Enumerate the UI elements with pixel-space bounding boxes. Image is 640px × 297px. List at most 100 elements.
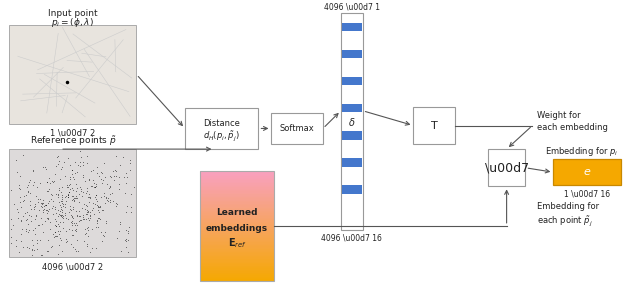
Text: $d_H(p_i, \tilde{p}_j)$: $d_H(p_i, \tilde{p}_j)$ xyxy=(204,129,240,143)
Point xyxy=(42,180,52,185)
Point xyxy=(28,182,38,187)
Bar xyxy=(200,197,275,199)
Point xyxy=(56,199,67,204)
Point xyxy=(102,199,113,204)
Point xyxy=(85,195,95,199)
Point xyxy=(35,238,45,242)
Point xyxy=(98,207,108,212)
Point xyxy=(6,235,17,240)
Bar xyxy=(200,194,275,196)
Point xyxy=(111,154,121,159)
Point xyxy=(81,160,92,165)
Point xyxy=(83,210,93,215)
Bar xyxy=(200,193,275,195)
Point xyxy=(93,205,103,209)
Point xyxy=(88,227,98,231)
Point xyxy=(41,167,51,172)
Bar xyxy=(200,267,275,269)
Bar xyxy=(200,263,275,265)
Point xyxy=(110,167,120,172)
Point xyxy=(56,189,67,194)
Point xyxy=(60,173,70,178)
Bar xyxy=(200,237,275,239)
Point xyxy=(70,170,80,175)
Bar xyxy=(200,227,275,229)
Point xyxy=(75,159,85,164)
Point xyxy=(63,189,74,194)
Point xyxy=(56,213,66,218)
Point xyxy=(92,217,102,222)
Bar xyxy=(342,131,362,140)
Bar xyxy=(10,25,136,124)
Point xyxy=(67,196,77,201)
Point xyxy=(80,231,90,236)
Point xyxy=(28,228,38,233)
Point xyxy=(101,196,111,200)
Point xyxy=(84,250,95,255)
Text: Embedding for $p_i$: Embedding for $p_i$ xyxy=(545,145,619,158)
Point xyxy=(76,187,86,191)
Bar xyxy=(200,225,275,226)
Point xyxy=(85,196,95,201)
Point xyxy=(92,207,102,212)
Bar xyxy=(341,13,363,230)
Point xyxy=(92,165,102,170)
Point xyxy=(65,241,76,246)
Point xyxy=(79,217,90,222)
Point xyxy=(88,206,98,211)
Point xyxy=(60,213,70,218)
Point xyxy=(51,164,61,168)
Point xyxy=(109,173,119,178)
Point xyxy=(14,182,24,187)
Point xyxy=(48,204,58,208)
Point xyxy=(92,181,102,186)
Point xyxy=(62,183,72,188)
Bar xyxy=(200,257,275,259)
Point xyxy=(64,190,74,195)
Point xyxy=(40,202,50,207)
Point xyxy=(71,196,81,201)
Point xyxy=(108,191,118,195)
Bar xyxy=(200,216,275,218)
Point xyxy=(22,190,33,195)
Bar xyxy=(200,190,275,192)
Point xyxy=(39,204,49,208)
Point xyxy=(80,179,90,184)
Point xyxy=(54,208,65,213)
Point xyxy=(76,206,86,210)
Text: 1 \u00d7 16: 1 \u00d7 16 xyxy=(564,190,610,199)
Point xyxy=(41,202,51,207)
Point xyxy=(9,201,19,206)
Point xyxy=(44,201,54,206)
Point xyxy=(44,188,54,193)
Point xyxy=(82,188,92,193)
Bar xyxy=(185,108,259,149)
Point xyxy=(67,185,77,190)
Point xyxy=(60,195,70,200)
Point xyxy=(83,195,93,200)
Bar xyxy=(200,200,275,201)
Point xyxy=(61,185,72,190)
Point xyxy=(123,238,133,242)
Point xyxy=(77,212,88,217)
Point xyxy=(51,217,61,221)
Point xyxy=(89,180,99,185)
Bar xyxy=(200,172,275,174)
Point xyxy=(68,174,78,179)
Point xyxy=(50,206,60,211)
Point xyxy=(15,187,25,191)
Point xyxy=(56,248,67,253)
Point xyxy=(13,210,23,215)
Point xyxy=(42,216,52,220)
Point xyxy=(25,199,35,204)
Bar xyxy=(200,253,275,255)
Point xyxy=(52,222,63,227)
Point xyxy=(111,169,121,174)
Point xyxy=(37,204,47,209)
Point xyxy=(38,200,48,205)
Point xyxy=(51,233,61,238)
Point xyxy=(76,218,86,222)
Point xyxy=(67,172,77,176)
Point xyxy=(118,174,129,179)
Point xyxy=(67,221,77,226)
